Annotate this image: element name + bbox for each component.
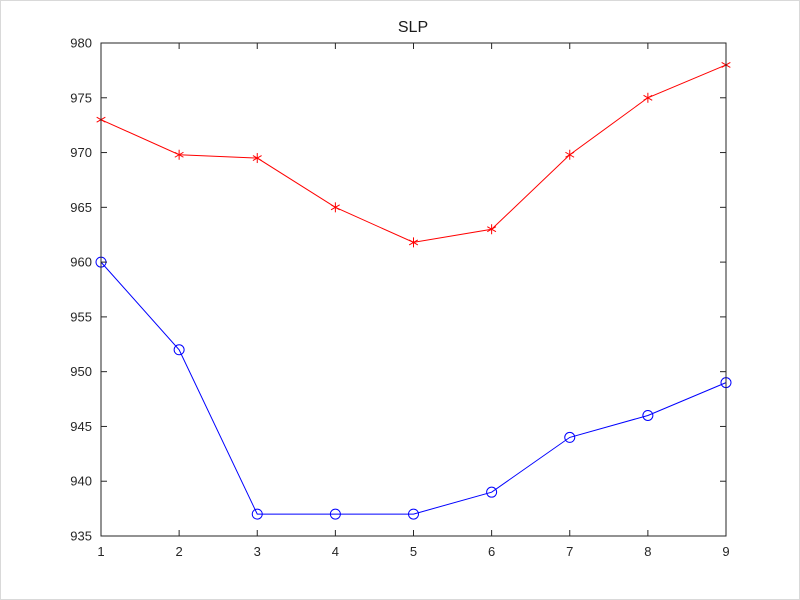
x-tick-label: 3 — [254, 544, 261, 559]
y-tick-label: 950 — [70, 364, 92, 379]
red-asterisk-series-marker — [643, 94, 653, 101]
red-asterisk-series-marker — [174, 151, 184, 158]
blue-circle-series-line — [100, 261, 727, 515]
x-tick-label: 8 — [644, 544, 651, 559]
y-tick-label: 940 — [70, 474, 92, 489]
blue-circle-series-marker — [329, 508, 341, 520]
red-asterisk-series-marker — [408, 239, 419, 246]
blue-circle-series-marker — [408, 508, 419, 520]
series-layer — [95, 59, 732, 520]
x-tick-label: 4 — [332, 544, 339, 559]
blue-circle-series-marker — [642, 409, 654, 421]
blue-circle-series-marker — [251, 508, 263, 520]
red-asterisk-series-marker — [252, 155, 262, 161]
x-tick-label: 6 — [488, 544, 495, 559]
y-tick-label: 965 — [70, 200, 92, 215]
red-asterisk-series-marker — [487, 226, 497, 233]
blue-circle-series-marker — [173, 344, 185, 356]
x-tick-label: 1 — [97, 544, 104, 559]
blue-circle-series-marker — [564, 431, 576, 443]
axes-box — [100, 42, 727, 537]
axis-ticks — [100, 42, 727, 537]
y-tick-label: 945 — [70, 419, 92, 434]
chart-title: SLP — [398, 19, 428, 36]
red-asterisk-series-marker — [565, 151, 575, 158]
blue-circle-series-marker — [486, 486, 498, 498]
y-tick-label: 970 — [70, 145, 92, 160]
y-tick-label: 935 — [70, 529, 92, 544]
y-tick-label: 955 — [70, 309, 92, 324]
y-tick-label: 980 — [70, 36, 92, 51]
y-tick-label: 975 — [70, 90, 92, 105]
red-asterisk-series-line — [100, 64, 727, 243]
axis-tick-labels: 1 2 3 4 5 6 7 8 9 935 940 945 950 955 960 965 970 975 980 — [70, 36, 729, 560]
x-tick-label: 2 — [176, 544, 183, 559]
x-tick-label: 9 — [722, 544, 729, 559]
red-asterisk-series-marker — [330, 204, 340, 211]
y-tick-label: 960 — [70, 255, 92, 270]
x-tick-label: 5 — [410, 544, 417, 559]
x-tick-label: 7 — [566, 544, 573, 559]
